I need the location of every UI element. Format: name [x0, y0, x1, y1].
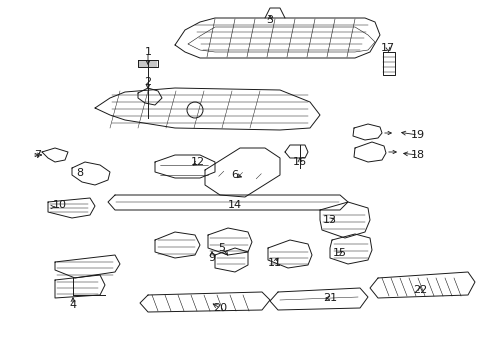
Text: 3: 3: [266, 15, 273, 25]
Polygon shape: [369, 272, 474, 298]
Text: 9: 9: [208, 253, 215, 263]
Text: 4: 4: [69, 300, 77, 310]
Polygon shape: [48, 198, 95, 218]
Text: 17: 17: [380, 43, 394, 53]
Polygon shape: [382, 52, 394, 75]
Text: 14: 14: [227, 200, 242, 210]
Polygon shape: [204, 148, 280, 197]
Text: 19: 19: [410, 130, 424, 140]
Polygon shape: [95, 88, 319, 130]
Text: 20: 20: [212, 303, 226, 313]
Text: 16: 16: [292, 157, 306, 167]
Polygon shape: [140, 292, 269, 312]
Polygon shape: [138, 60, 158, 67]
Text: 5: 5: [218, 243, 225, 253]
Text: 15: 15: [332, 248, 346, 258]
Polygon shape: [108, 195, 347, 210]
Polygon shape: [55, 255, 120, 278]
Polygon shape: [55, 275, 105, 298]
Text: 10: 10: [53, 200, 67, 210]
Text: 21: 21: [322, 293, 336, 303]
Text: 8: 8: [76, 168, 83, 178]
Text: 7: 7: [34, 150, 41, 160]
Text: 2: 2: [144, 77, 151, 87]
Text: 1: 1: [144, 47, 151, 57]
Text: 6: 6: [231, 170, 238, 180]
Text: 11: 11: [267, 258, 282, 268]
Text: 22: 22: [412, 285, 426, 295]
Text: 13: 13: [323, 215, 336, 225]
Text: 18: 18: [410, 150, 424, 160]
Text: 12: 12: [190, 157, 204, 167]
Polygon shape: [269, 288, 367, 310]
Polygon shape: [175, 18, 379, 58]
